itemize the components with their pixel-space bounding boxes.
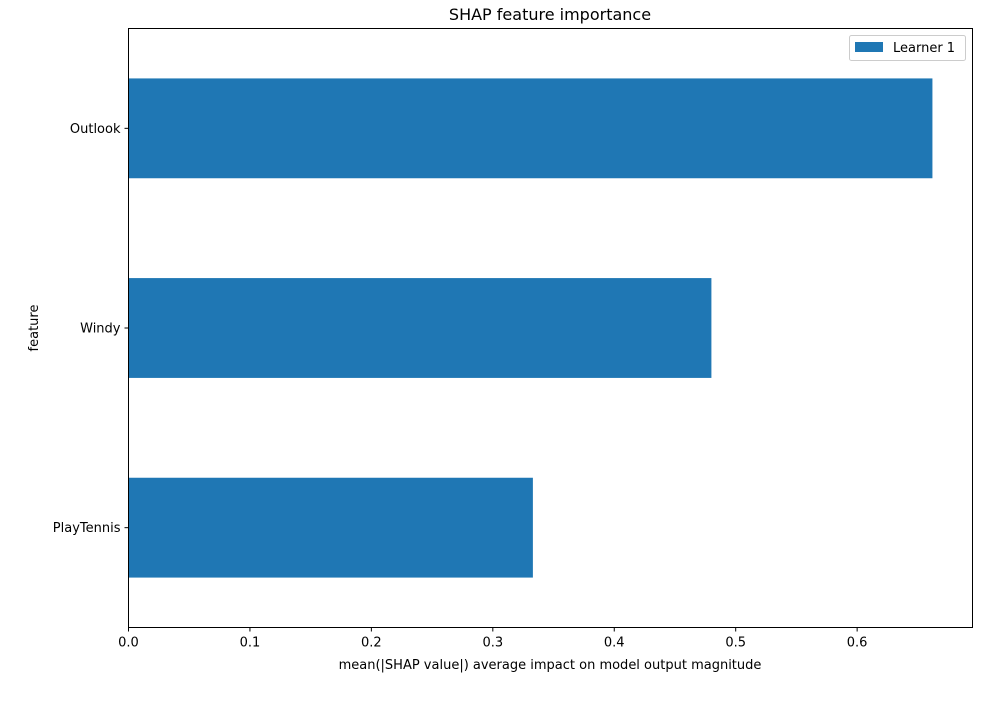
x-tick-label: 0.6 xyxy=(847,636,868,651)
plot-frame xyxy=(128,28,973,628)
y-tick-label: Outlook xyxy=(70,122,121,137)
y-axis-label: feature xyxy=(27,305,42,352)
y-ticks-group: Outlook Windy PlayTennis xyxy=(53,122,129,536)
x-tick-label: 0.1 xyxy=(240,636,261,651)
bar-windy xyxy=(128,278,712,378)
bars-group xyxy=(128,78,933,578)
legend-label: Learner 1 xyxy=(893,41,955,56)
x-tick-label: 0.5 xyxy=(725,636,746,651)
y-tick-label: Windy xyxy=(80,322,121,337)
chart-title: SHAP feature importance xyxy=(449,5,651,24)
x-tick-label: 0.3 xyxy=(482,636,503,651)
bar-outlook xyxy=(128,78,933,179)
x-axis-label: mean(|SHAP value|) average impact on mod… xyxy=(339,658,762,673)
x-tick-label: 0.4 xyxy=(604,636,625,651)
x-tick-label: 0.2 xyxy=(361,636,382,651)
y-tick-label: PlayTennis xyxy=(53,521,121,536)
bar-playtennis xyxy=(128,477,533,578)
legend: Learner 1 xyxy=(849,35,966,61)
legend-box xyxy=(849,35,966,61)
x-tick-label: 0.0 xyxy=(118,636,139,651)
x-ticks-group: 0.0 0.1 0.2 0.3 0.4 0.5 0.6 xyxy=(118,627,868,651)
legend-swatch xyxy=(855,42,883,52)
